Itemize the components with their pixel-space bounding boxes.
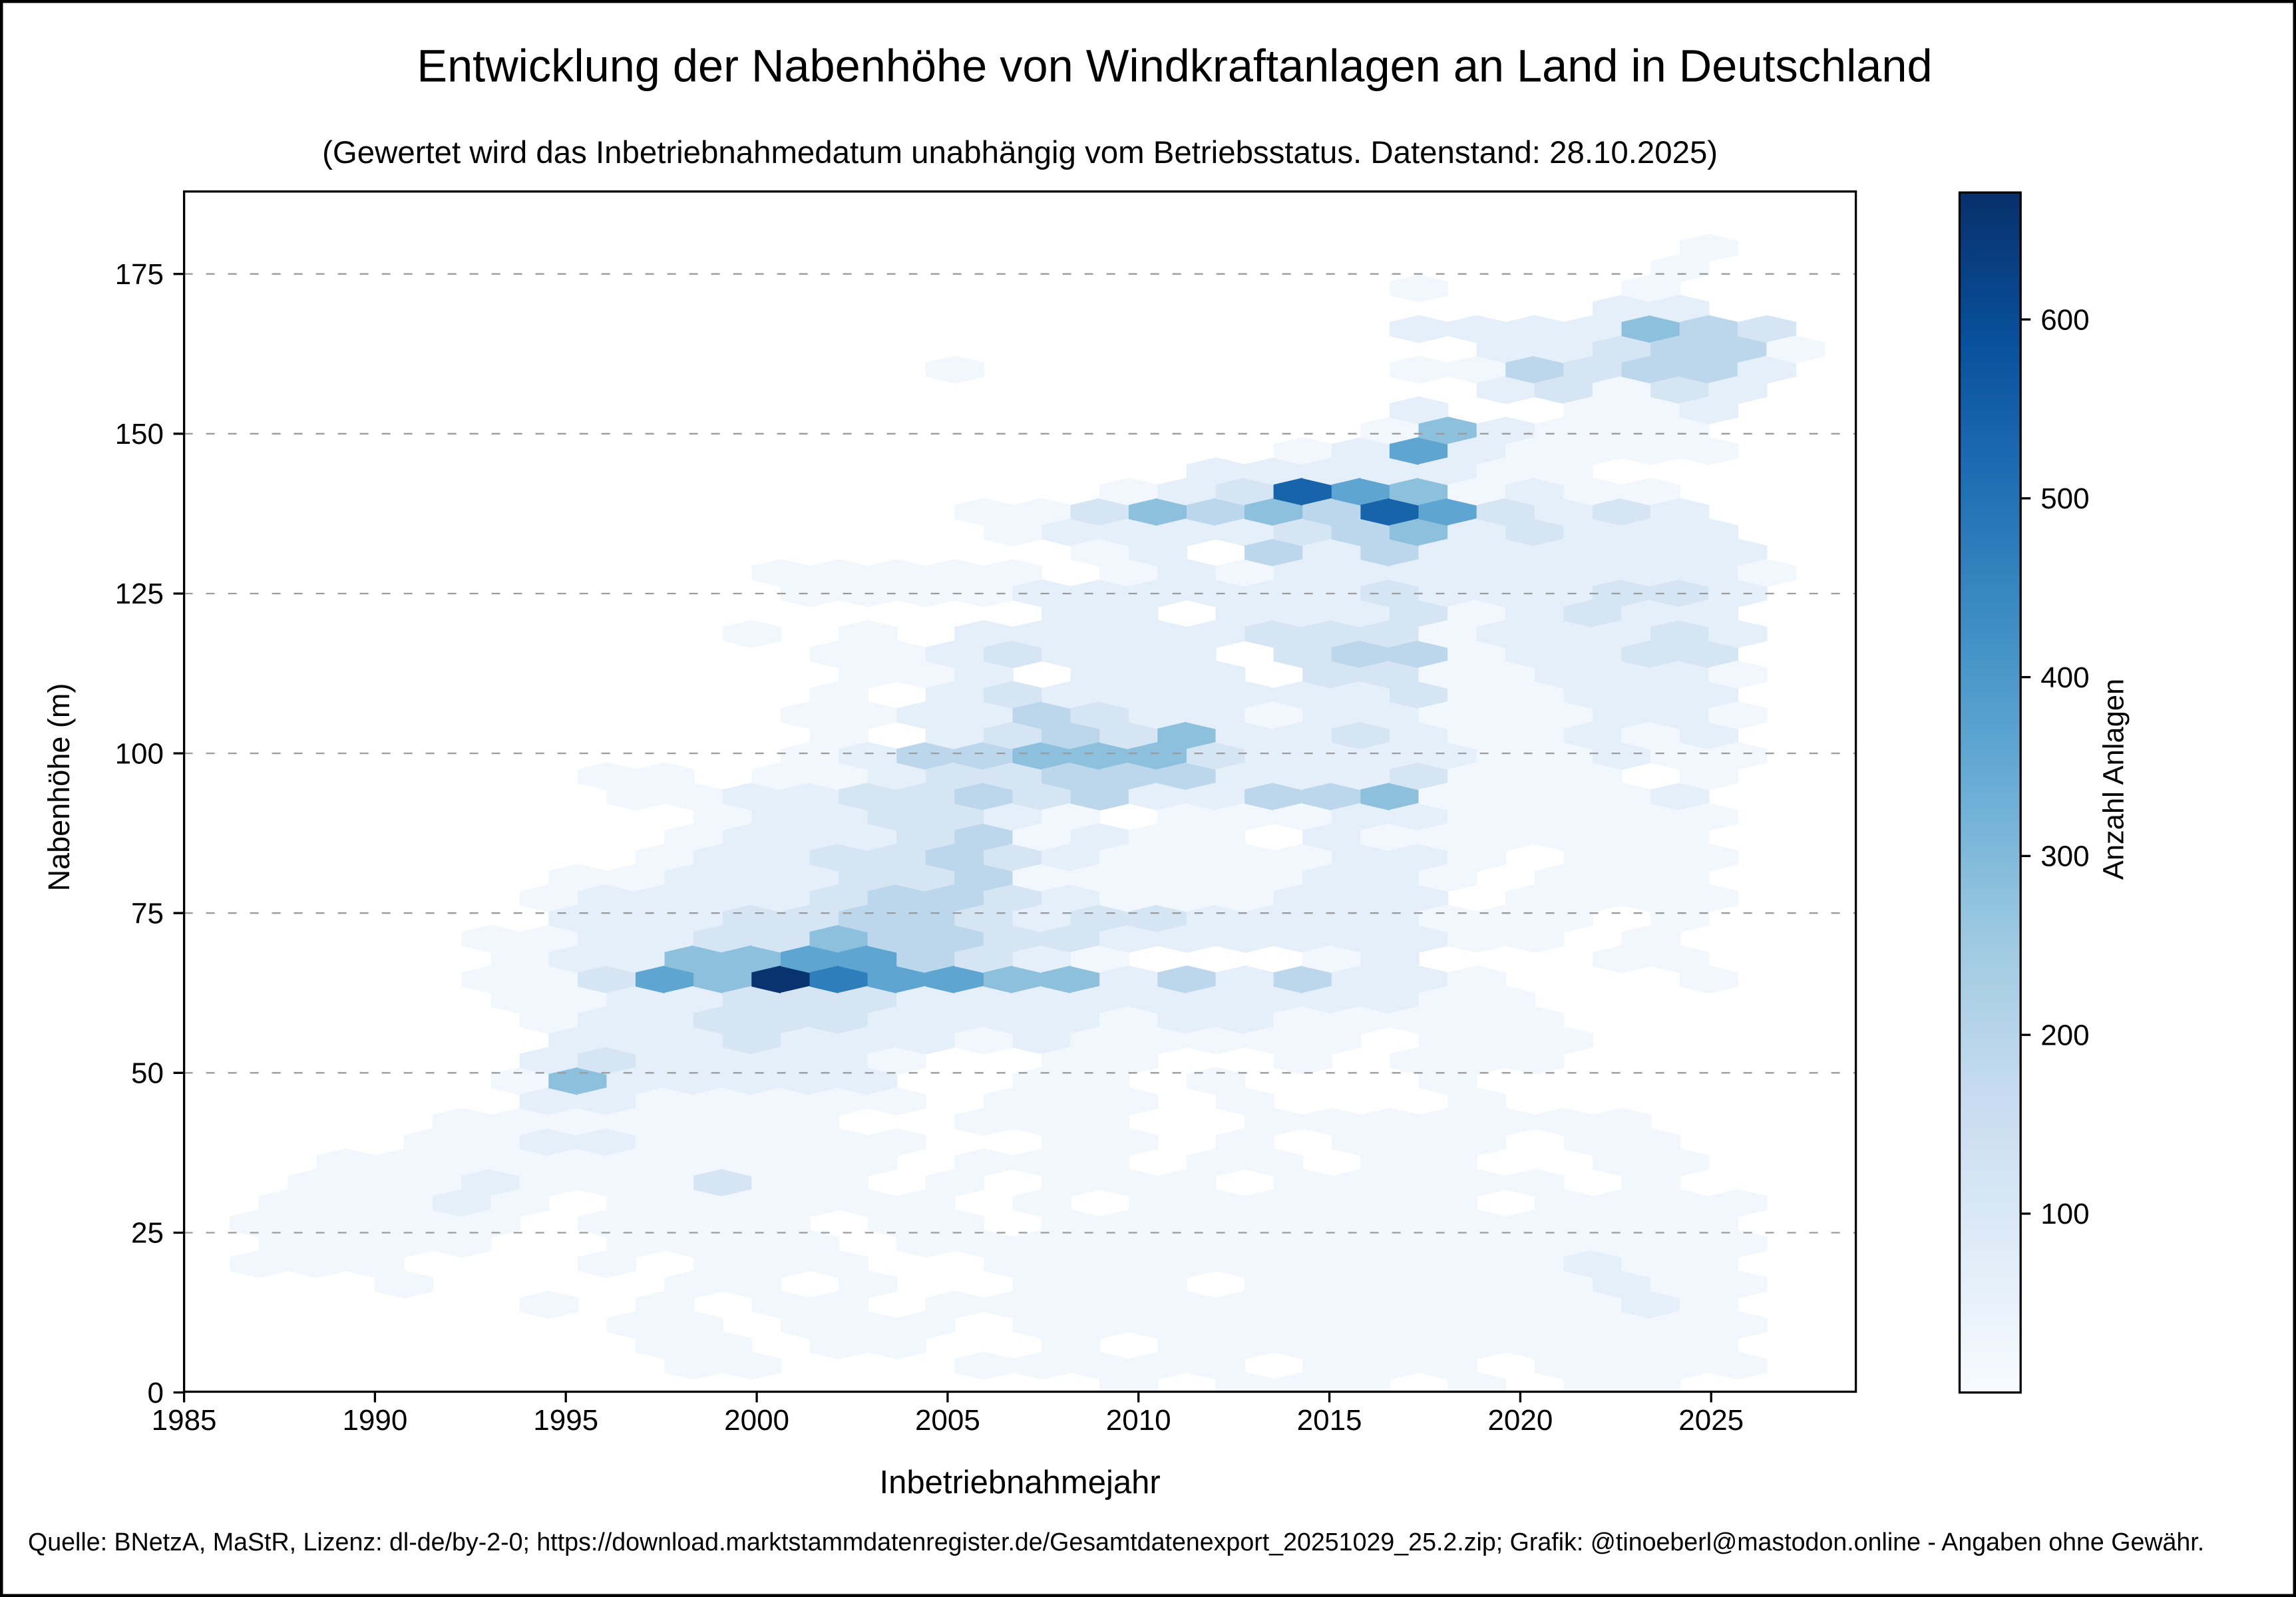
svg-text:2025: 2025 [1678,1404,1744,1437]
svg-text:Quelle: BNetzA, MaStR, Lizenz:: Quelle: BNetzA, MaStR, Lizenz: dl-de/by-… [28,1528,2204,1556]
svg-text:0: 0 [148,1377,164,1409]
svg-text:600: 600 [2040,303,2089,336]
svg-text:75: 75 [131,897,164,930]
svg-text:2010: 2010 [1106,1404,1171,1437]
svg-text:Entwicklung der Nabenhöhe von: Entwicklung der Nabenhöhe von Windkrafta… [417,41,1932,92]
svg-text:2000: 2000 [724,1404,789,1437]
svg-text:1985: 1985 [152,1404,217,1437]
svg-text:25: 25 [131,1217,164,1250]
svg-text:Inbetriebnahmejahr: Inbetriebnahmejahr [879,1465,1160,1501]
svg-text:Anzahl Anlagen: Anzahl Anlagen [2098,679,2130,880]
svg-text:400: 400 [2040,661,2089,694]
svg-text:175: 175 [115,258,164,291]
svg-text:500: 500 [2040,482,2089,515]
svg-text:300: 300 [2040,840,2089,873]
svg-text:200: 200 [2040,1019,2089,1051]
svg-text:150: 150 [115,418,164,450]
svg-text:100: 100 [115,737,164,770]
svg-text:2005: 2005 [915,1404,980,1437]
svg-text:1990: 1990 [342,1404,407,1437]
svg-text:125: 125 [115,578,164,610]
svg-text:100: 100 [2040,1198,2089,1230]
svg-text:50: 50 [131,1057,164,1090]
svg-text:1995: 1995 [533,1404,598,1437]
svg-text:2020: 2020 [1487,1404,1553,1437]
svg-text:(Gewertet wird das Inbetriebna: (Gewertet wird das Inbetriebnahmedatum u… [322,135,1718,170]
svg-text:Nabenhöhe (m): Nabenhöhe (m) [42,683,76,892]
svg-text:2015: 2015 [1297,1404,1362,1437]
